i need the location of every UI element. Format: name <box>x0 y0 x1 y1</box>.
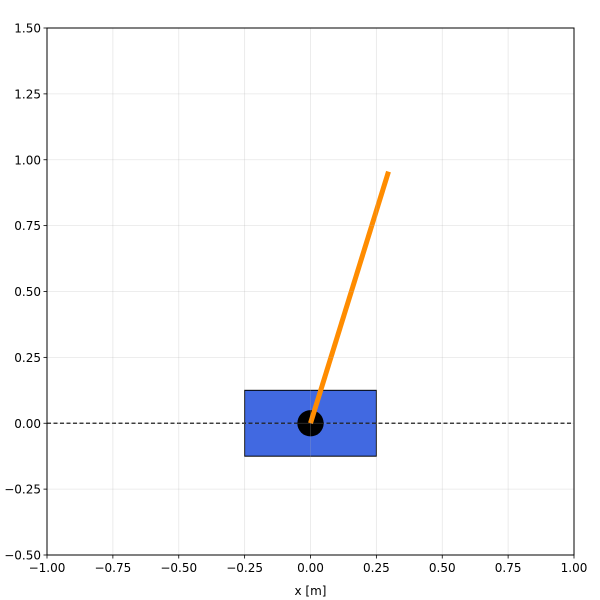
grid-overlay <box>46 27 575 556</box>
y-tick-label: 1.00 <box>14 153 41 167</box>
y-tick-label: 1.50 <box>14 22 41 36</box>
x-tick-label: −0.50 <box>160 561 197 575</box>
x-tick-label: 1.00 <box>561 561 588 575</box>
x-tick-label: −0.25 <box>226 561 263 575</box>
y-tick-label: 0.25 <box>14 351 41 365</box>
y-tick-label: −0.25 <box>4 483 41 497</box>
y-tick-label: 0.50 <box>14 285 41 299</box>
x-tick-label: 0.00 <box>297 561 324 575</box>
x-tick-label: 0.50 <box>429 561 456 575</box>
x-tick-label: −1.00 <box>29 561 66 575</box>
marks <box>47 170 574 457</box>
y-tick-label: 1.25 <box>14 87 41 101</box>
x-axis-label: x [m] <box>295 584 327 598</box>
x-tick-label: −0.75 <box>94 561 131 575</box>
y-tick-label: 0.75 <box>14 219 41 233</box>
y-tick-label: 0.00 <box>14 417 41 431</box>
x-tick-label: 0.75 <box>495 561 522 575</box>
pole <box>308 170 391 424</box>
x-tick-label: 0.25 <box>363 561 390 575</box>
y-tick-label: −0.50 <box>4 549 41 563</box>
ticks: −1.00 −0.75 −0.50 −0.25 0.00 0.25 0.50 0.75 1.00… <box>4 22 587 576</box>
